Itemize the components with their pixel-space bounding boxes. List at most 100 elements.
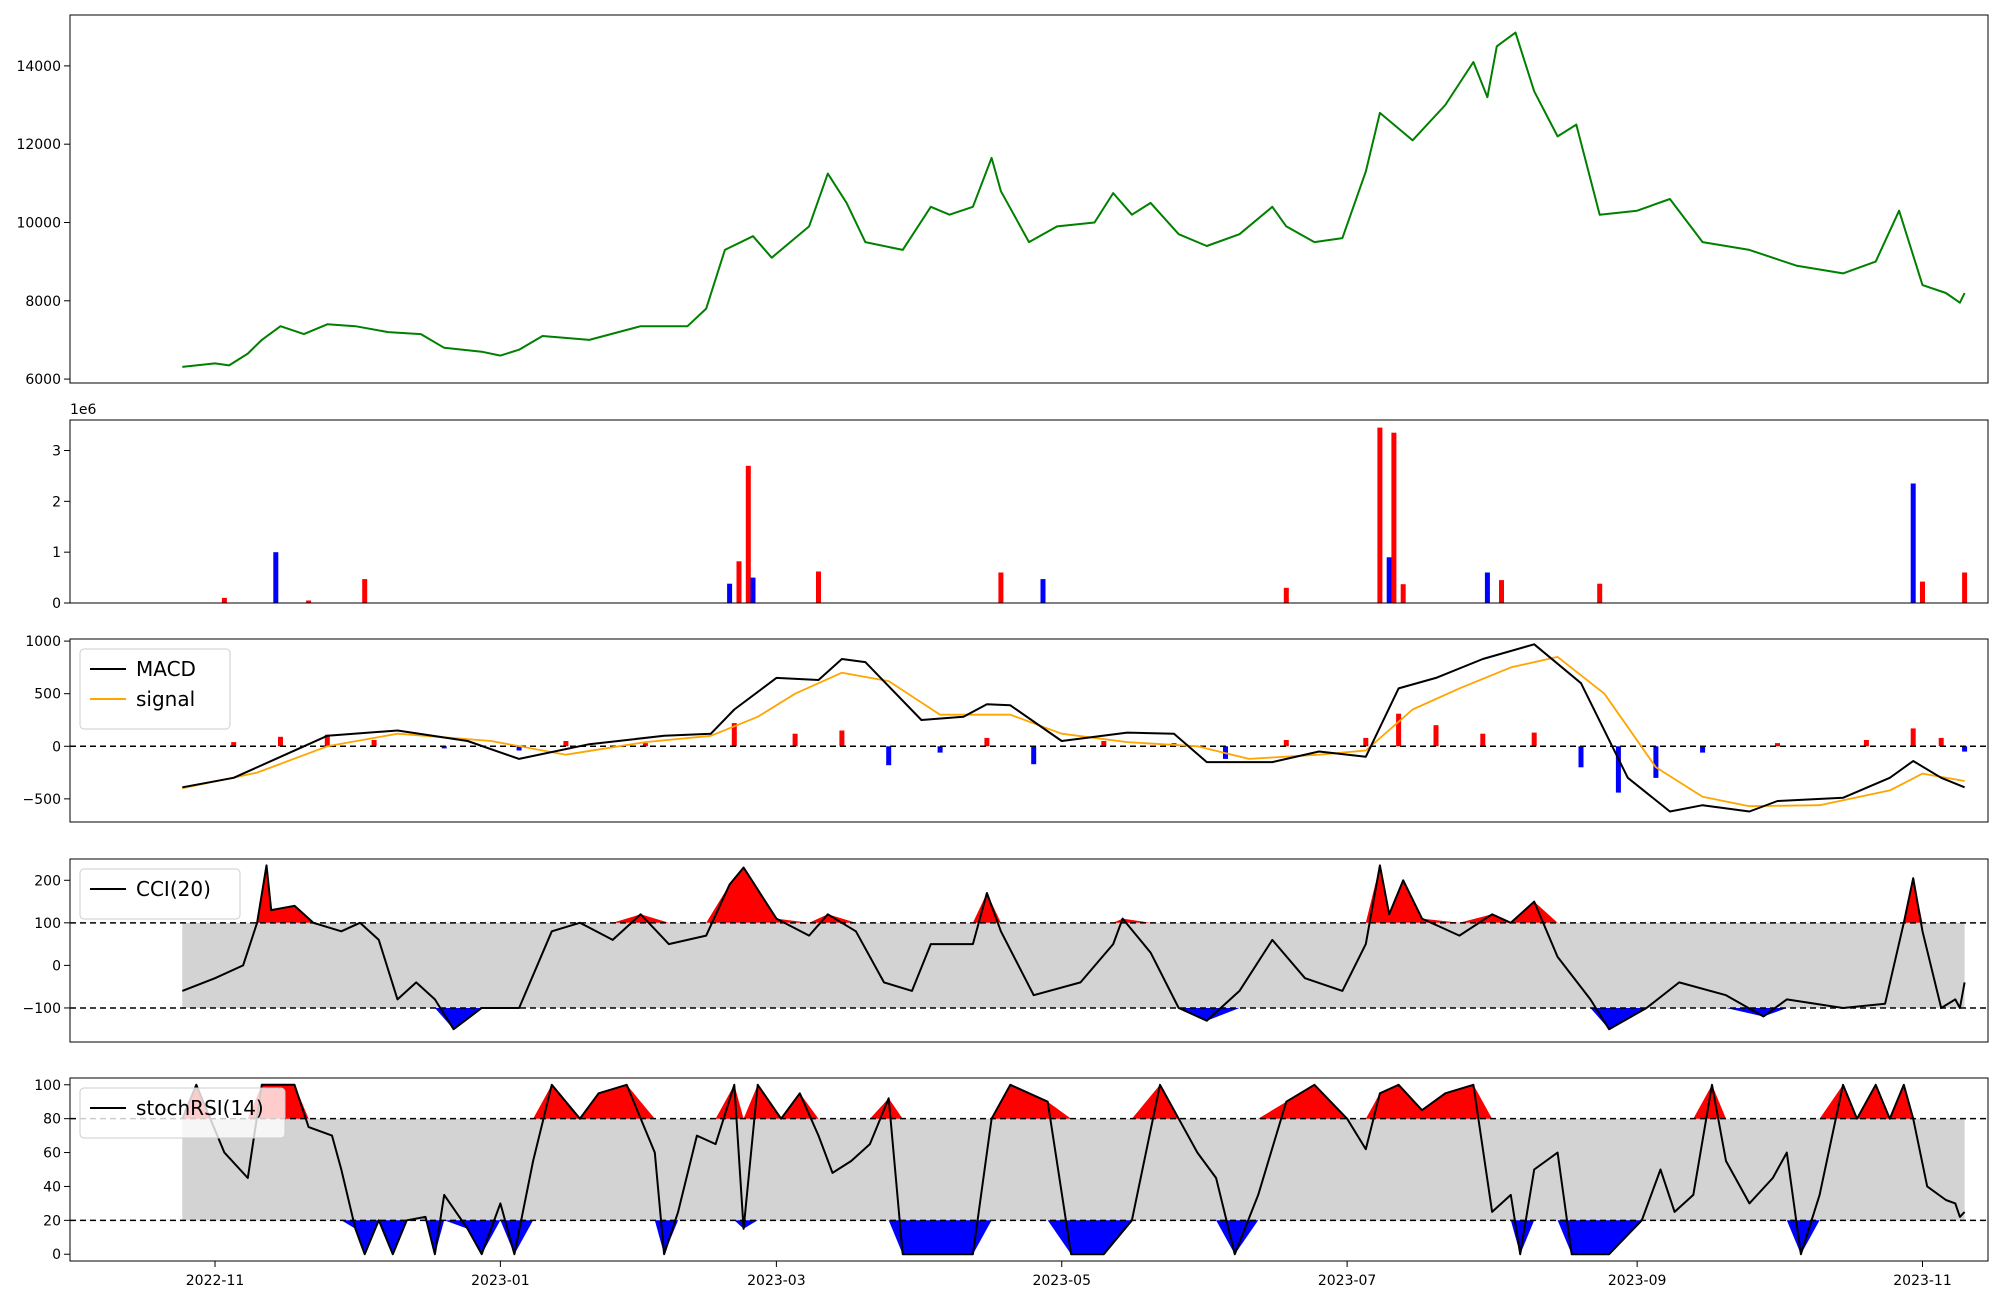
x-tick-label: 2023-07 [1318, 1273, 1377, 1289]
macd-histogram-bar [1433, 725, 1439, 747]
y-tick-label: 6000 [25, 372, 61, 388]
macd-histogram-bar [278, 736, 283, 747]
y-tick-label: 0 [52, 596, 61, 612]
y-tick-label: 12000 [16, 137, 61, 153]
cci-line [181, 864, 1966, 1031]
tick-label-layer: 6000800010000120001400001231e610005000−5… [16, 59, 1951, 1289]
x-tick-label: 2022-11 [186, 1273, 245, 1289]
signal-line [182, 656, 1965, 808]
volume-bar [306, 600, 312, 603]
overbought-fill [182, 865, 1965, 923]
macd-histogram-bar [642, 743, 648, 747]
panel-frame [69, 419, 1989, 604]
legend-layer: MACD signal CCI(20) stochRSI(14) [79, 648, 286, 1139]
y-tick-label: 60 [43, 1146, 61, 1162]
x-tick-label: 2023-09 [1608, 1273, 1667, 1289]
y-tick-label: 40 [43, 1179, 61, 1195]
volume-bar [1962, 572, 1968, 603]
y-tick-label: 0 [52, 1247, 61, 1263]
y-tick-label: 100 [34, 1078, 61, 1094]
overbought-fill [182, 1084, 1965, 1119]
y-tick-label: 14000 [16, 59, 61, 75]
frame-layer [64, 14, 1989, 1267]
macd-histogram-bar [1031, 746, 1037, 765]
macd-histogram-bar [563, 741, 569, 747]
macd-histogram-bar [231, 742, 237, 747]
y-tick-label: 100 [34, 916, 61, 932]
price-line [182, 31, 1966, 368]
volume-bar [736, 561, 742, 603]
volume-bar [1920, 581, 1925, 603]
volume-bar [1499, 580, 1504, 603]
legend-label: stochRSI(14) [136, 1096, 264, 1120]
oversold-fill [182, 1008, 1965, 1030]
panel-frame [69, 638, 1989, 823]
volume-bar [1400, 584, 1406, 603]
x-tick-label: 2023-01 [471, 1273, 530, 1289]
macd-histogram-bar [886, 746, 892, 766]
macd-histogram-bar [1363, 737, 1369, 747]
volume-bar [1040, 579, 1046, 603]
oversold-fill [182, 1220, 1965, 1255]
volume-bar [273, 552, 279, 603]
volume-bar [727, 583, 733, 603]
macd-histogram-bar [1938, 737, 1944, 747]
volume-bar [1484, 572, 1490, 603]
macd-histogram-bar [1863, 740, 1869, 747]
panel-frame [69, 858, 1989, 1043]
macd-histogram-bar [1653, 746, 1659, 778]
volume-bar [1391, 432, 1397, 603]
macd-histogram-bar [1700, 746, 1706, 753]
macd-histogram-bar [1962, 746, 1968, 752]
legend-label: signal [136, 687, 195, 711]
volume-bar [745, 465, 751, 604]
macd-histogram-bar [1480, 733, 1486, 747]
y-tick-label: 500 [34, 687, 61, 703]
macd-histogram-bar [1615, 746, 1621, 793]
volume-bar [362, 579, 368, 603]
panel-frame [69, 14, 1989, 384]
y-tick-label: 80 [43, 1112, 61, 1128]
threshold-band [182, 922, 1965, 1008]
x-tick-label: 2023-11 [1893, 1273, 1952, 1289]
macd-histogram-bar [1531, 732, 1537, 747]
macd-histogram-bar [984, 737, 990, 747]
y-tick-label: 1000 [25, 634, 61, 650]
y-tick-label: 10000 [16, 215, 61, 231]
panel-frame [69, 1077, 1989, 1262]
macd-histogram-bar [1578, 746, 1584, 768]
volume-bar [1597, 583, 1603, 603]
y-tick-label: −500 [23, 792, 61, 808]
macd-histogram-bar [731, 723, 737, 747]
legend-box [79, 1087, 286, 1139]
macd-histogram-bar [1101, 741, 1107, 747]
macd-histogram-bar [516, 746, 522, 751]
macd-histogram-bar [441, 746, 447, 749]
threshold-band [182, 1118, 1965, 1221]
x-tick-label: 2023-03 [747, 1273, 806, 1289]
fill-layer [182, 865, 1965, 1255]
macd-histogram-bar [937, 746, 943, 753]
volume-bar [750, 577, 756, 603]
volume-bar [816, 571, 821, 603]
macd-line [182, 643, 1965, 813]
legend-box [79, 868, 241, 920]
macd-histogram-bar [792, 733, 798, 747]
line-layer [70, 31, 1988, 1256]
legend-label: MACD [136, 657, 196, 681]
volume-bar [221, 597, 227, 603]
volume-bar [1377, 427, 1383, 603]
volume-bar [1283, 587, 1289, 604]
macd-histogram-bar [1910, 728, 1916, 747]
y-tick-label: 3 [52, 444, 61, 460]
macd-histogram-bar [324, 734, 330, 747]
macd-histogram-bar [371, 740, 377, 747]
y-tick-label: 200 [34, 873, 61, 889]
stochrsi-line [181, 1083, 1966, 1256]
legend-label: CCI(20) [136, 877, 211, 901]
y-tick-label: 0 [52, 739, 61, 755]
macd-histogram-bar [1396, 713, 1402, 747]
volume-offset-label: 1e6 [70, 402, 97, 418]
y-tick-label: 8000 [25, 294, 61, 310]
